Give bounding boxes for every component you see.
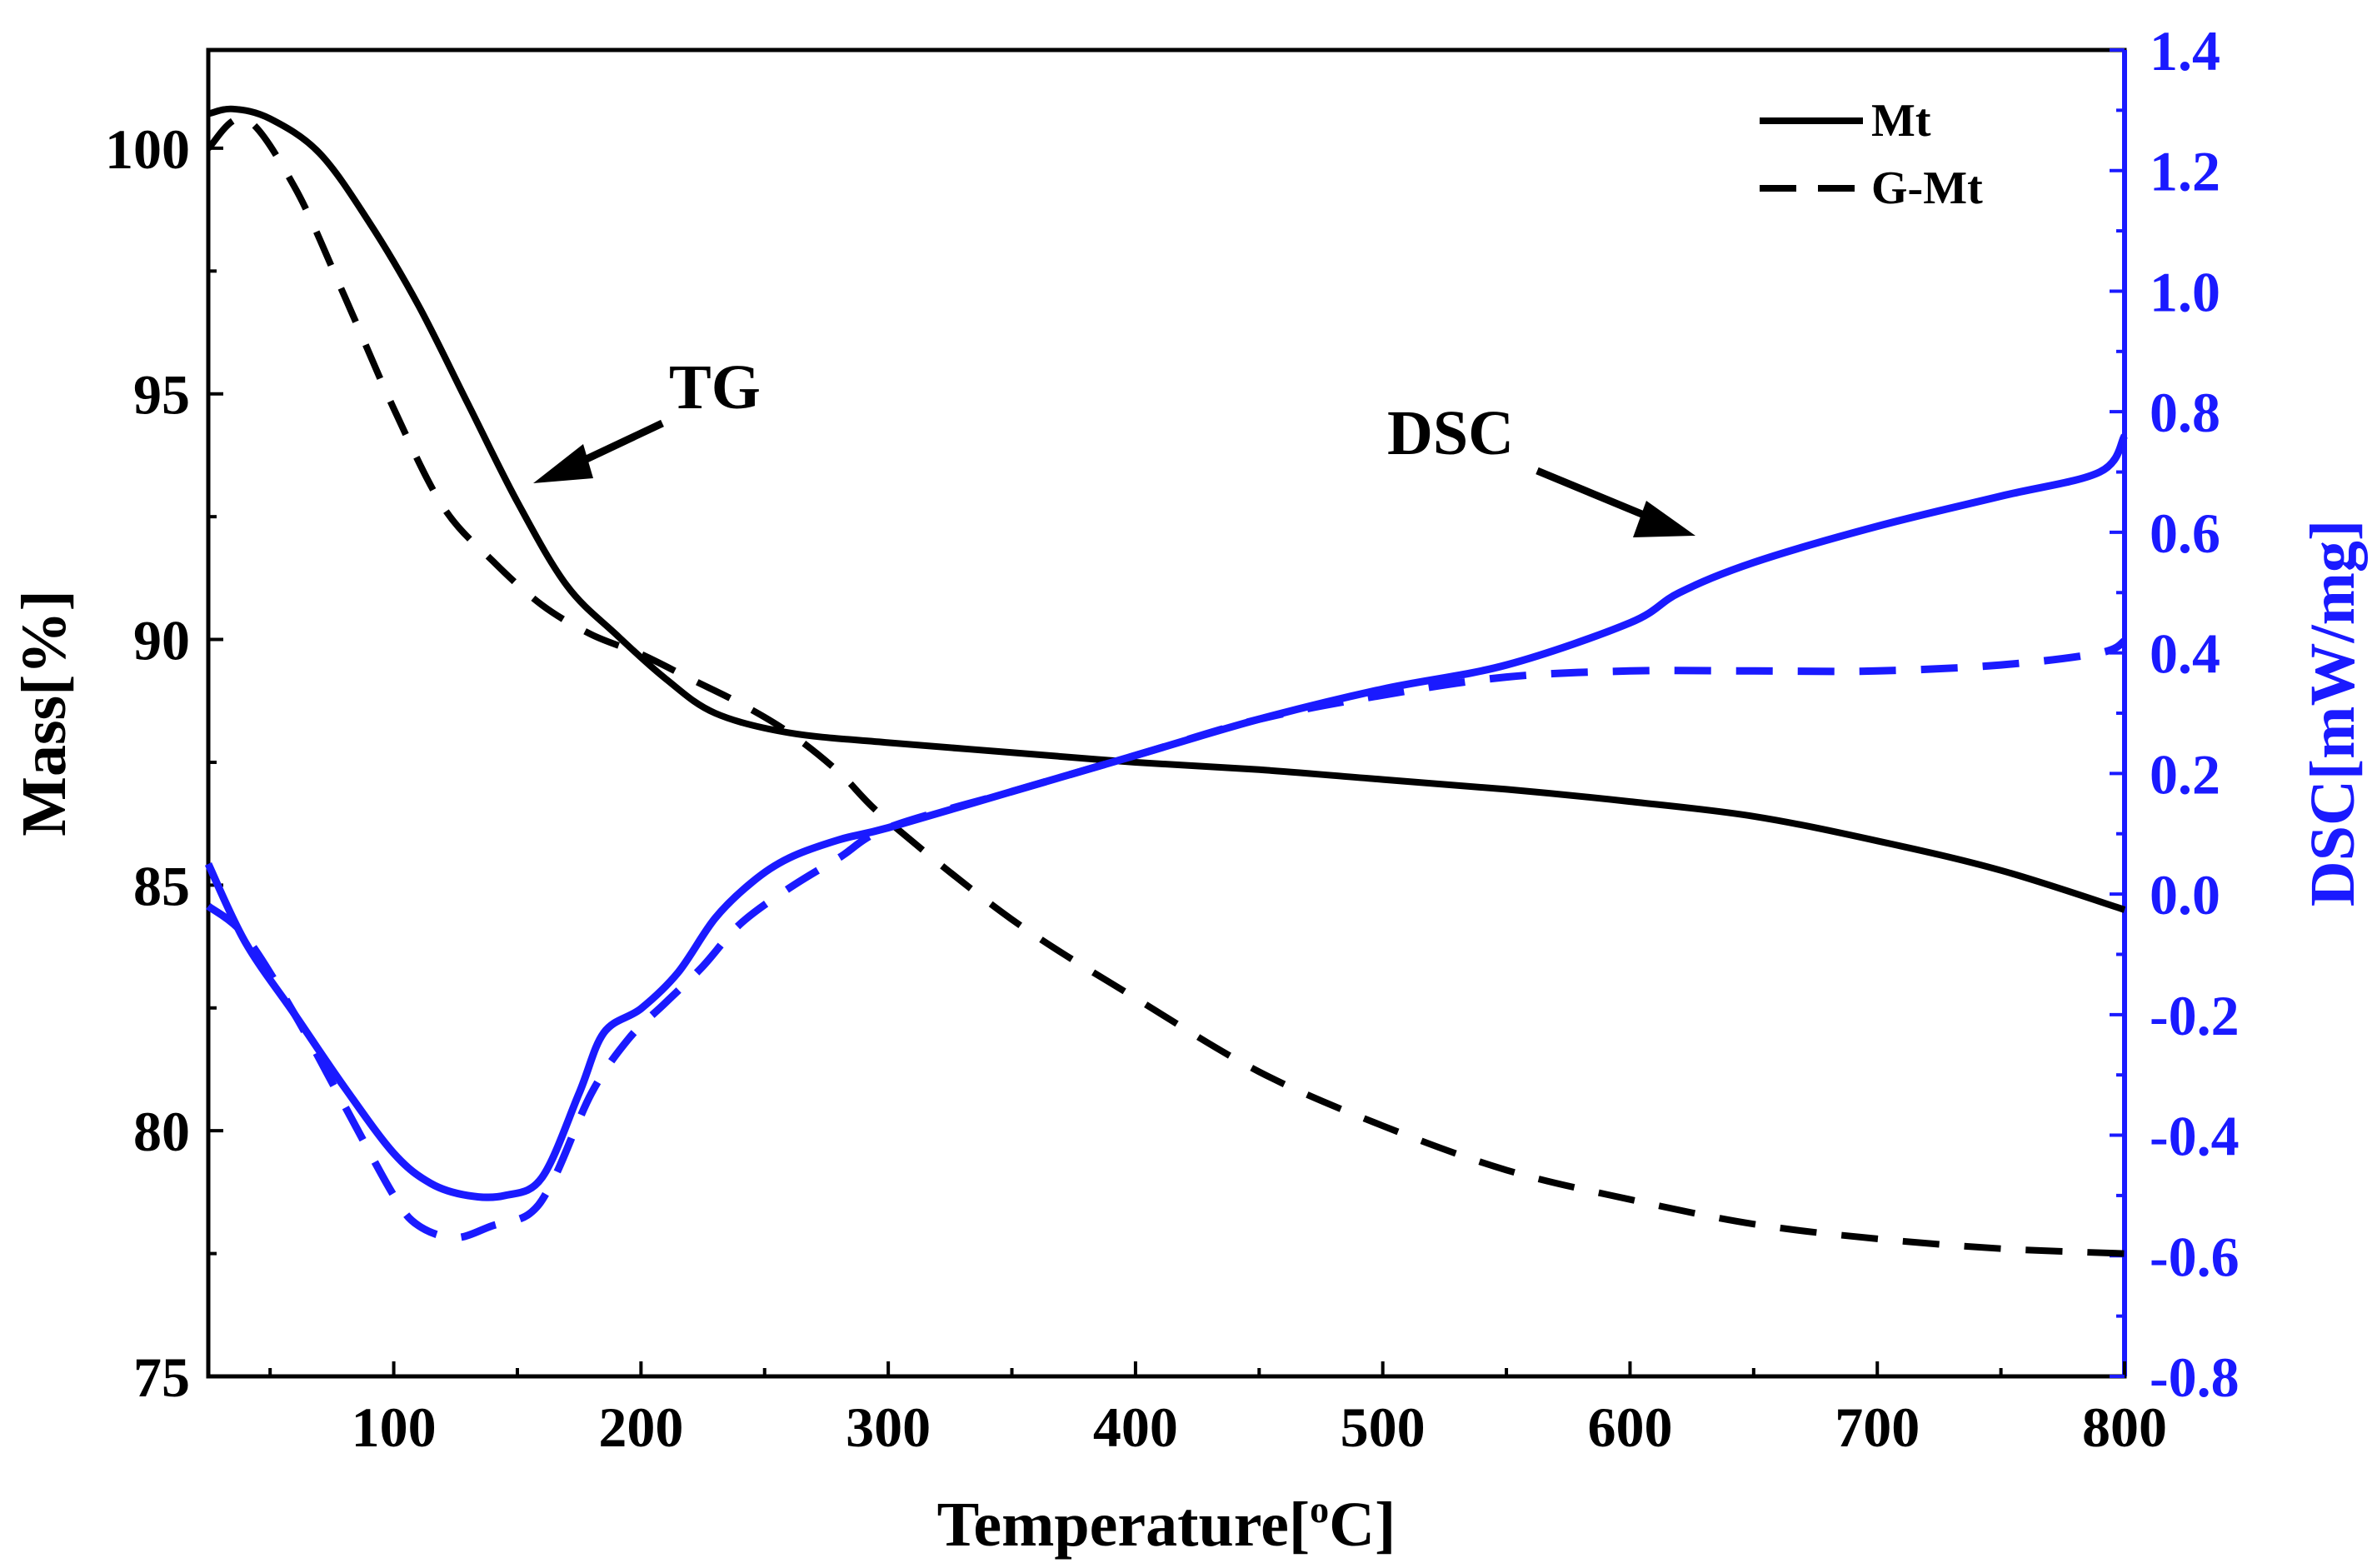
x-tick-label-500: 500 (1341, 1396, 1426, 1459)
y2-tick-label-0: -0.8 (2150, 1346, 2240, 1409)
y-axis-title: Mass[%] (9, 590, 79, 836)
x-tick-label-600: 600 (1587, 1396, 1672, 1459)
tg-annotation-label: TG (669, 352, 761, 422)
y2-tick-label-8: 0.8 (2150, 381, 2220, 444)
y-tick-label-85: 85 (133, 854, 190, 917)
x-axis-title: Temperature[oC] (937, 1488, 1396, 1560)
dsc-annotation-label: DSC (1387, 398, 1514, 468)
dsc-annotation-arrow (1536, 467, 1695, 537)
y2-tick-label-9: 1.0 (2150, 260, 2220, 323)
y-tick-label-95: 95 (133, 363, 190, 427)
y2-tick-label-6: 0.4 (2150, 622, 2220, 686)
x-tick-label-400: 400 (1093, 1396, 1178, 1459)
y-tick-label-75: 75 (133, 1346, 190, 1409)
y-tick-label-100: 100 (105, 117, 190, 181)
y2-tick-label-5: 0.2 (2150, 742, 2220, 806)
tg-g-mt-line (206, 114, 2125, 1257)
legend: Mt G-Mt (1760, 95, 1983, 214)
legend-label-mt: Mt (1871, 95, 1931, 147)
y2-tick-label-4: 0.0 (2150, 863, 2220, 926)
legend-label-gmt: G-Mt (1871, 162, 1983, 214)
y2-tick-label-1: -0.6 (2150, 1225, 2240, 1288)
x-tick-label-200: 200 (598, 1396, 683, 1459)
tg-annotation-arrow (533, 419, 664, 483)
x-tick-label-100: 100 (352, 1396, 437, 1459)
y2-tick-label-3: -0.2 (2150, 984, 2240, 1047)
x-tick-label-300: 300 (846, 1396, 931, 1459)
axis-ticks: 100 200 300 400 500 600 700 800 75 80 85 90 95 100 -0.… (105, 19, 2240, 1459)
y2-axis-title: DSC[mW/mg] (2298, 520, 2368, 906)
y2-tick-label-2: -0.4 (2150, 1105, 2240, 1168)
x-tick-label-800: 800 (2082, 1396, 2167, 1459)
y2-tick-label-7: 0.6 (2150, 502, 2220, 565)
y2-tick-label-11: 1.4 (2150, 19, 2220, 82)
y-tick-label-80: 80 (133, 1100, 190, 1163)
plot-frame (206, 47, 2127, 1379)
dsc-g-mt-line (206, 637, 2127, 1242)
y2-tick-label-10: 1.2 (2150, 140, 2220, 203)
x-tick-label-700: 700 (1835, 1396, 1920, 1459)
series-layer (204, 105, 2129, 1257)
tg-mt-line (207, 105, 2126, 913)
y-tick-label-90: 90 (133, 609, 190, 672)
dsc-mt-line (204, 433, 2129, 1201)
